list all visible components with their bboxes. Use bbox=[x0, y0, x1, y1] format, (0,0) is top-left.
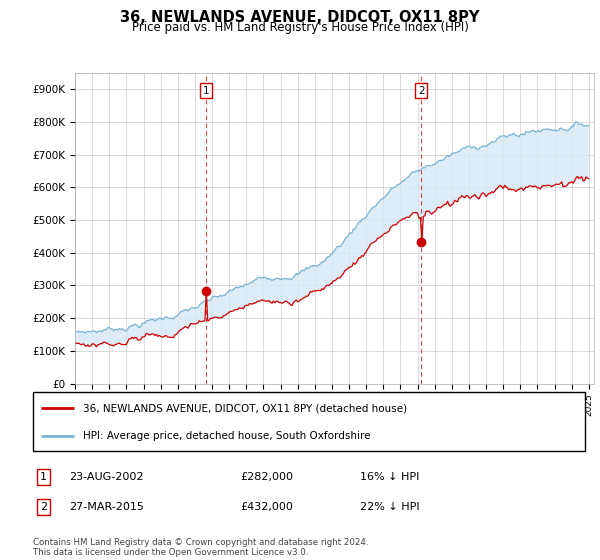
Text: Contains HM Land Registry data © Crown copyright and database right 2024.
This d: Contains HM Land Registry data © Crown c… bbox=[33, 538, 368, 557]
FancyBboxPatch shape bbox=[33, 392, 585, 451]
Text: 2: 2 bbox=[40, 502, 47, 512]
Text: 1: 1 bbox=[203, 86, 209, 96]
Text: Price paid vs. HM Land Registry's House Price Index (HPI): Price paid vs. HM Land Registry's House … bbox=[131, 21, 469, 34]
Text: 36, NEWLANDS AVENUE, DIDCOT, OX11 8PY: 36, NEWLANDS AVENUE, DIDCOT, OX11 8PY bbox=[121, 10, 479, 25]
Text: 2: 2 bbox=[418, 86, 425, 96]
Text: £282,000: £282,000 bbox=[240, 472, 293, 482]
Text: 1: 1 bbox=[40, 472, 47, 482]
Text: £432,000: £432,000 bbox=[240, 502, 293, 512]
Text: HPI: Average price, detached house, South Oxfordshire: HPI: Average price, detached house, Sout… bbox=[83, 431, 370, 441]
Text: 16% ↓ HPI: 16% ↓ HPI bbox=[360, 472, 419, 482]
Text: 36, NEWLANDS AVENUE, DIDCOT, OX11 8PY (detached house): 36, NEWLANDS AVENUE, DIDCOT, OX11 8PY (d… bbox=[83, 403, 407, 413]
Text: 22% ↓ HPI: 22% ↓ HPI bbox=[360, 502, 419, 512]
Text: 23-AUG-2002: 23-AUG-2002 bbox=[69, 472, 143, 482]
Text: 27-MAR-2015: 27-MAR-2015 bbox=[69, 502, 144, 512]
